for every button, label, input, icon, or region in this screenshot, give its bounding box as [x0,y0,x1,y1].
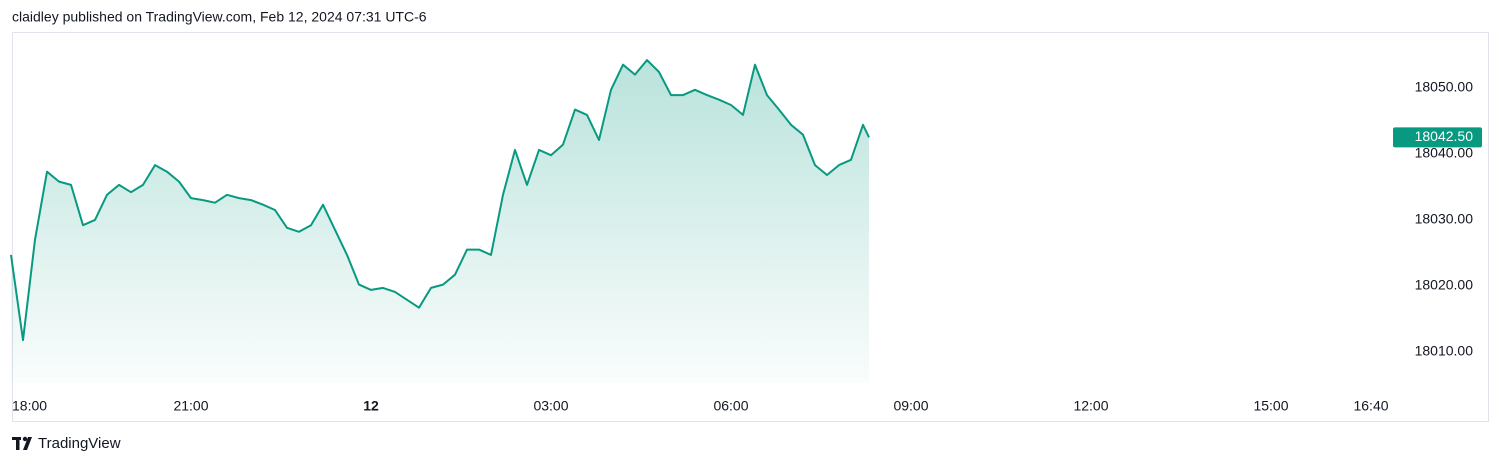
area-fill [11,60,869,383]
y-tick-label: 18020.00 [1415,277,1474,293]
last-price-label: 18042.50 [1415,128,1474,144]
y-tick-label: 18030.00 [1415,211,1474,227]
y-tick-label: 18040.00 [1415,145,1474,161]
x-tick-label: 15:00 [1253,398,1288,414]
price-line [10,59,870,342]
header: claidley published on TradingView.com, F… [12,9,427,25]
chart-frame [12,32,1489,422]
y-tick-label: 18010.00 [1415,343,1474,359]
x-tick-label: 12:00 [1073,398,1108,414]
x-tick-label: 06:00 [713,398,748,414]
x-tick-label: 18:00 [12,398,47,414]
x-tick-label: 16:40 [1353,398,1388,414]
x-tick-label: 21:00 [173,398,208,414]
brand-logo [12,436,32,450]
x-tick-label: 09:00 [893,398,928,414]
last-price-badge [1393,127,1482,148]
x-tick-label: 12 [363,398,379,414]
brand-name: TradingView [38,435,121,452]
y-tick-label: 18050.00 [1415,79,1474,95]
x-tick-label: 03:00 [533,398,568,414]
